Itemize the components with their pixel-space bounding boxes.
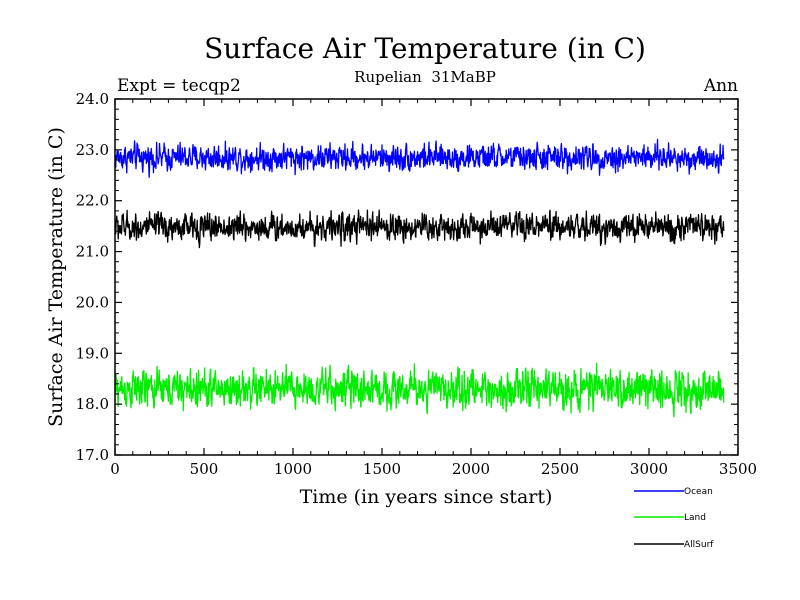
- series-layer: [114, 138, 725, 418]
- y-axis-label: Surface Air Temperature (in C): [45, 127, 67, 427]
- x-tick-label: 2500: [541, 460, 579, 478]
- y-tick-label: 22.0: [76, 192, 109, 210]
- x-tick-label: 0: [110, 460, 120, 478]
- chart-title: Surface Air Temperature (in C): [204, 32, 646, 65]
- x-axis: 0 500 1000 1500 2000 2500 3000 3500: [110, 99, 757, 478]
- y-tick-label: 18.0: [76, 395, 109, 413]
- y-axis: 17.0 18.0 19.0 20.0 21.0 22.0 23.0 24.0: [76, 90, 738, 464]
- y-tick-label: 24.0: [76, 90, 109, 108]
- y-tick-label: 20.0: [76, 293, 109, 311]
- legend-label-land: Land: [684, 513, 706, 523]
- y-tick-label: 17.0: [76, 446, 109, 464]
- x-tick-label: 3000: [630, 460, 668, 478]
- x-tick-label: 1500: [363, 460, 401, 478]
- legend: Ocean Land AllSurf: [634, 487, 714, 550]
- x-axis-label: Time (in years since start): [300, 486, 553, 508]
- chart-subtitle: Rupelian 31MaBP: [354, 68, 496, 86]
- x-tick-label: 2000: [452, 460, 490, 478]
- series-line-land: [114, 362, 725, 418]
- experiment-label: Expt = tecqp2: [117, 76, 241, 96]
- y-tick-label: 21.0: [76, 243, 109, 261]
- plot-frame: [114, 98, 739, 456]
- x-tick-label: 3500: [719, 460, 757, 478]
- series-line-allsurf: [114, 209, 725, 249]
- y-tick-label: 23.0: [76, 141, 109, 159]
- legend-label-allsurf: AllSurf: [684, 540, 714, 550]
- x-tick-label: 1000: [274, 460, 312, 478]
- series-line-ocean: [114, 138, 725, 178]
- season-label: Ann: [703, 76, 738, 96]
- y-tick-label: 19.0: [76, 344, 109, 362]
- legend-label-ocean: Ocean: [684, 487, 713, 497]
- x-tick-label: 500: [190, 460, 219, 478]
